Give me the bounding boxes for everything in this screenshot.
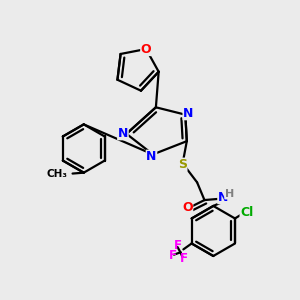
Text: H: H [225,189,234,199]
Text: N: N [218,190,228,204]
Text: S: S [178,158,187,171]
Text: N: N [146,150,157,163]
Text: O: O [141,43,152,56]
Text: O: O [182,201,193,214]
Text: CH₃: CH₃ [46,169,67,178]
Text: N: N [183,107,194,120]
Text: F: F [169,249,177,262]
Text: N: N [118,127,128,140]
Text: F: F [173,239,181,252]
Text: Cl: Cl [240,206,253,219]
Text: F: F [179,252,188,265]
